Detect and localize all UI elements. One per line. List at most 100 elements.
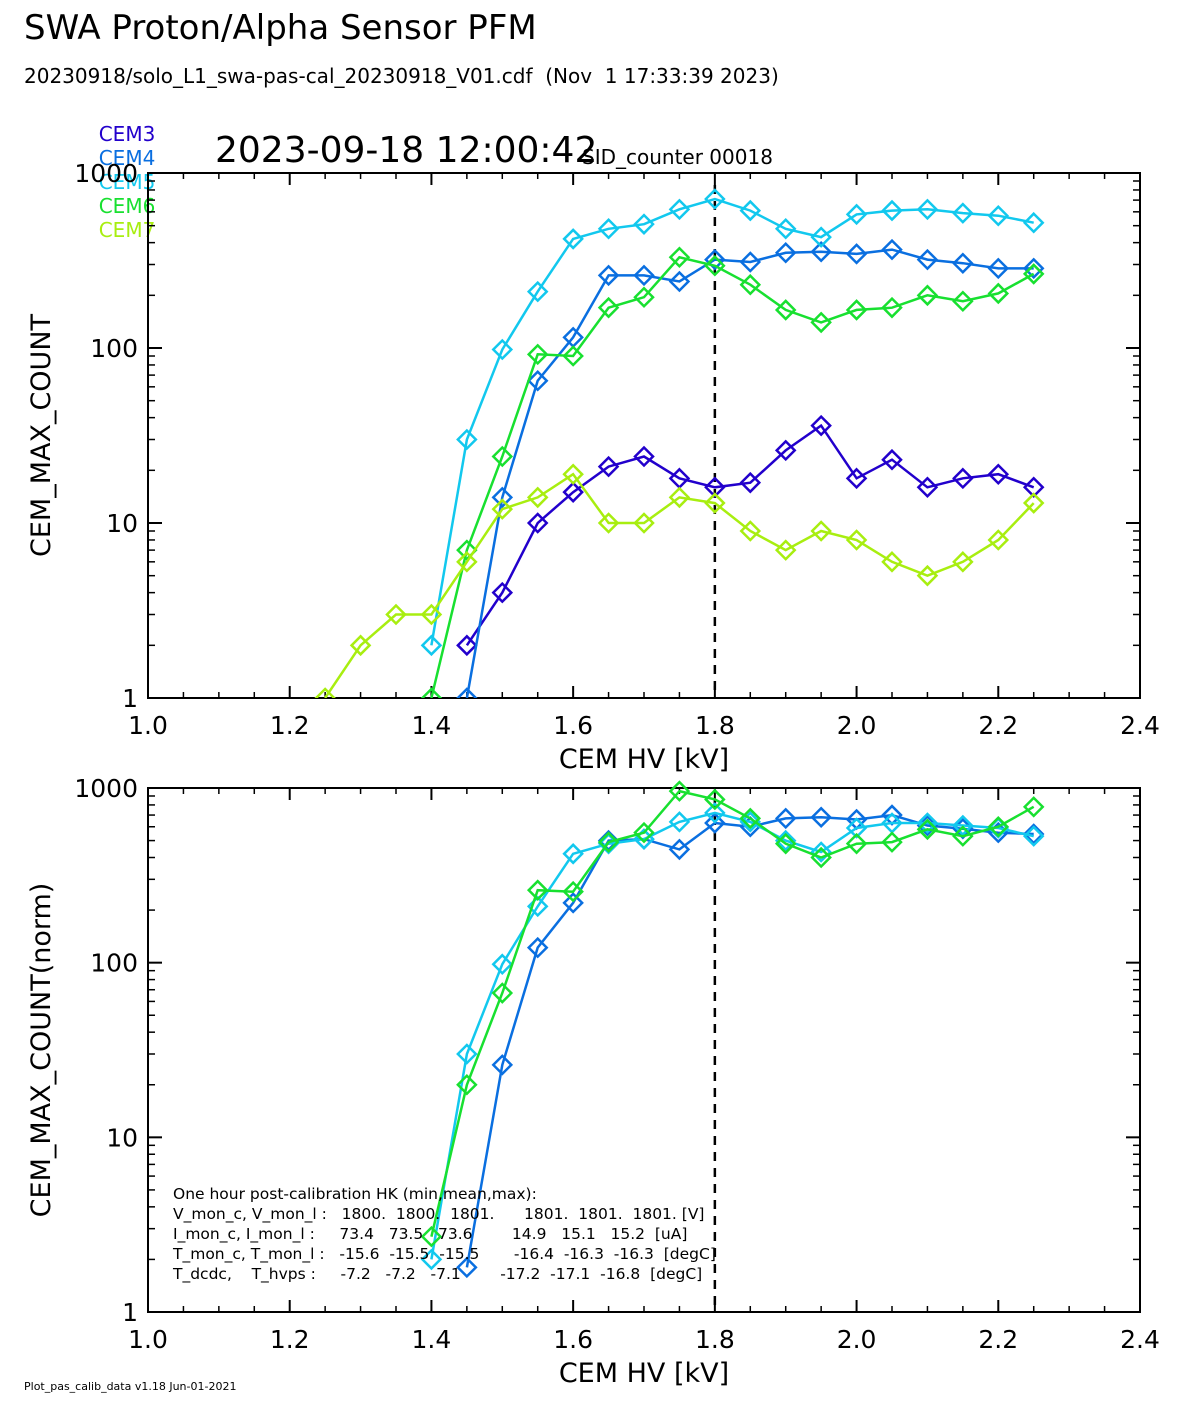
data-point-cem3	[562, 481, 584, 503]
data-point-cem7	[881, 551, 903, 573]
data-point-cem6	[916, 818, 939, 841]
data-point-cem7	[597, 512, 620, 534]
y-axis-label: CEM_MAX_COUNT(norm)	[26, 883, 57, 1218]
y-tick-label: 10	[106, 1123, 138, 1152]
data-point-cem6	[562, 880, 584, 903]
data-point-cem5	[526, 280, 549, 303]
data-point-cem3	[810, 414, 832, 437]
y-tick-label: 1000	[74, 774, 138, 803]
data-point-cem4	[739, 251, 762, 273]
series-line-cem4	[465, 248, 1034, 698]
data-point-cem4	[597, 264, 620, 287]
data-point-cem3	[952, 467, 974, 490]
data-point-cem6	[456, 539, 478, 561]
y-tick-label: 1	[122, 684, 138, 713]
x-tick-label: 2.4	[1120, 711, 1160, 740]
data-point-cem6	[987, 815, 1010, 838]
data-point-cem4	[1022, 823, 1045, 845]
data-point-cem5	[774, 829, 797, 852]
data-point-cem5	[845, 817, 868, 839]
data-point-cem4	[668, 270, 691, 293]
x-axis-label: CEM HV [kV]	[559, 1358, 729, 1389]
data-point-cem4	[491, 1054, 514, 1076]
data-point-cem6	[845, 299, 868, 321]
data-point-cem6	[633, 286, 655, 309]
data-point-cem3	[491, 581, 514, 604]
data-point-cem7	[385, 603, 407, 626]
data-point-cem7	[916, 564, 939, 587]
data-point-cem6	[810, 311, 832, 334]
data-point-cem7	[987, 529, 1010, 551]
data-point-cem7	[562, 463, 584, 485]
data-point-cem3	[456, 634, 478, 657]
data-point-cem5	[491, 953, 514, 975]
data-point-cem7	[704, 492, 726, 514]
data-point-cem5	[810, 841, 832, 863]
data-point-cem4	[1022, 257, 1045, 280]
data-point-cem5	[916, 812, 939, 834]
data-point-cem3	[881, 448, 903, 471]
data-point-cem6	[987, 282, 1010, 305]
data-point-cem7	[668, 486, 691, 509]
x-tick-label: 1.2	[270, 1325, 310, 1354]
x-tick-label: 1.8	[695, 1325, 735, 1354]
data-point-cem3	[774, 439, 797, 462]
data-point-cem5	[952, 814, 974, 837]
data-point-cem4	[987, 257, 1010, 280]
data-point-cem6	[774, 832, 797, 855]
y-tick-label: 100	[90, 334, 138, 363]
y-axis-label: CEM_MAX_COUNT	[26, 313, 57, 557]
data-point-cem6	[420, 687, 443, 698]
hk-summary: One hour post-calibration HK (min,mean,m…	[173, 1184, 716, 1284]
y-tick-label: 100	[90, 949, 138, 978]
footer-version: Plot_pas_calib_data v1.18 Jun-01-2021	[24, 1380, 237, 1393]
x-tick-label: 1.0	[128, 1325, 168, 1354]
data-point-cem5	[597, 218, 620, 240]
data-point-cem4	[456, 687, 478, 698]
data-point-cem5	[562, 228, 584, 250]
plot-frame	[147, 172, 1141, 699]
series-line-cem3	[465, 423, 1035, 646]
data-point-cem4	[916, 248, 939, 271]
data-point-cem7	[739, 520, 762, 542]
data-point-cem7	[526, 486, 549, 509]
data-point-cem4	[881, 238, 903, 261]
hk-line: T_dcdc, T_hvps : -7.2 -7.2 -7.1 -17.2 -1…	[173, 1265, 703, 1283]
data-point-cem4	[526, 936, 549, 959]
data-point-cem6	[1022, 263, 1045, 285]
data-point-cem6	[597, 296, 620, 319]
data-point-cem4	[456, 1256, 478, 1279]
data-point-cem5	[456, 428, 478, 451]
x-tick-label: 1.6	[553, 711, 593, 740]
data-point-cem4	[810, 806, 832, 829]
data-point-cem7	[314, 687, 336, 698]
series-line-cem6	[430, 255, 1035, 698]
data-point-cem6	[810, 846, 832, 869]
data-point-cem6	[526, 879, 549, 901]
data-point-cem5	[810, 226, 832, 248]
y-tick-label: 10	[106, 509, 138, 538]
hk-title: One hour post-calibration HK (min,mean,m…	[173, 1185, 537, 1203]
data-point-cem5	[562, 843, 584, 865]
legend-item-cem3: CEM3	[98, 122, 156, 146]
file-subtitle: 20230918/solo_L1_swa-pas-cal_20230918_V0…	[24, 64, 779, 88]
legend-item-cem5: CEM5	[98, 170, 156, 194]
data-point-cem6	[668, 246, 691, 269]
data-point-cem6	[597, 831, 620, 853]
data-point-cem7	[774, 539, 797, 561]
x-tick-label: 2.2	[978, 711, 1018, 740]
data-point-cem7	[491, 498, 514, 520]
data-point-cem5	[668, 198, 691, 221]
series-line-cem5	[430, 197, 1034, 646]
data-point-cem3	[526, 512, 549, 534]
hk-line: T_mon_c, T_mon_l : -15.6 -15.5 -15.5 -16…	[173, 1245, 716, 1263]
data-point-cem5	[952, 202, 974, 224]
x-tick-label: 2.2	[978, 1325, 1018, 1354]
data-point-cem5	[633, 213, 655, 235]
data-point-cem3	[916, 476, 939, 499]
legend: CEM3 CEM4 CEM5 CEM6 CEM7	[86, 98, 167, 242]
data-point-cem6	[739, 807, 762, 830]
data-point-cem5	[456, 1043, 478, 1065]
data-point-cem4	[952, 252, 974, 275]
